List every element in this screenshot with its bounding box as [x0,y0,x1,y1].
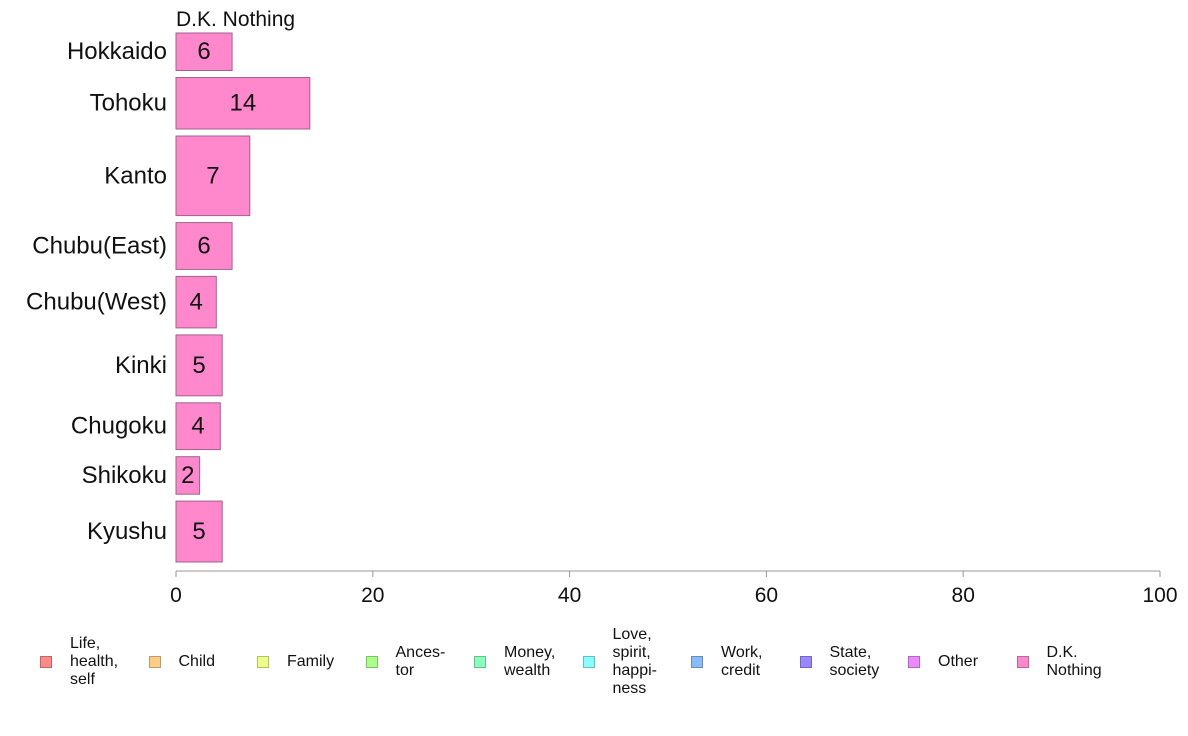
category-label: Chubu(West) [26,289,167,316]
category-label: Chugoku [71,413,167,440]
data-label: 4 [191,413,204,440]
legend-item: Work, credit [691,644,762,679]
legend-label: Money, wealth [504,644,556,679]
legend-swatch [148,656,161,668]
legend-swatch [474,656,486,668]
legend-label: Child [178,653,215,670]
x-axis: 0 20 40 60 80 100 [170,570,1178,607]
panel-title: D.K. Nothing [176,8,295,31]
legend-label: Other [938,653,979,670]
legend-swatch [691,656,703,668]
legend-swatch [257,656,269,668]
legend-swatch [40,656,52,668]
bar-kinki [175,334,223,397]
legend-item: Child [148,653,215,670]
bar-tohoku [175,77,311,130]
category-label: Kyushu [87,518,167,545]
bar-chubu-east- [175,222,233,270]
category-label: Shikoku [82,462,167,489]
legend-label: Ances- tor [395,644,446,679]
data-label: 5 [192,518,205,545]
legend: Life, health, self Child Family Ances- tor M… [40,620,1170,720]
data-label: 5 [192,352,205,379]
legend-item: Other [908,653,978,670]
x-tick-label: 40 [558,584,581,607]
bar-chubu-west- [175,275,217,329]
legend-label: Family [287,653,335,670]
legend-label: State, society [829,644,880,679]
x-tick-label: 100 [1142,584,1177,607]
category-label: Chubu(East) [32,233,167,260]
bar-kanto [175,135,251,217]
data-label: 2 [181,462,194,489]
data-label: 4 [190,289,203,316]
legend-label: Work, credit [721,644,763,679]
x-tick-label: 80 [952,584,975,607]
bar-kyushu [175,500,223,563]
x-tick-label: 0 [170,584,182,607]
bar-shikoku [175,456,201,495]
data-label: 6 [197,233,210,260]
legend-item: Ances- tor [365,644,445,679]
x-tick-label: 20 [361,584,384,607]
bar-chugoku [175,402,221,451]
category-label: Hokkaido [67,38,167,65]
legend-item: State, society [799,644,879,679]
legend-item: Love, spirit, happi- ness [582,626,657,697]
legend-swatch [582,656,595,668]
data-label: 6 [197,38,210,65]
legend-label: D.K. Nothing [1046,644,1102,679]
legend-swatch [1016,656,1029,668]
legend-item: Money, wealth [474,644,555,679]
legend-item: Life, health, self [40,635,118,688]
x-tick-label: 60 [755,584,778,607]
category-label: Tohoku [90,90,167,117]
data-label: 7 [206,162,219,189]
legend-label: Life, health, self [70,635,119,688]
bar-hokkaido [175,32,233,71]
category-label: Kanto [104,162,167,189]
legend-swatch [799,656,812,668]
bars: Hokkaido 6 Tohoku 14 Kanto 7 Chubu(East) 6 Chubu… [26,32,311,563]
legend-item: Family [257,653,334,670]
legend-swatch [908,656,920,668]
data-label: 14 [230,90,257,117]
legend-label: Love, spirit, happi- ness [612,626,657,697]
legend-item: D.K. Nothing [1016,644,1102,679]
category-label: Kinki [115,352,167,379]
legend-swatch [365,656,378,668]
